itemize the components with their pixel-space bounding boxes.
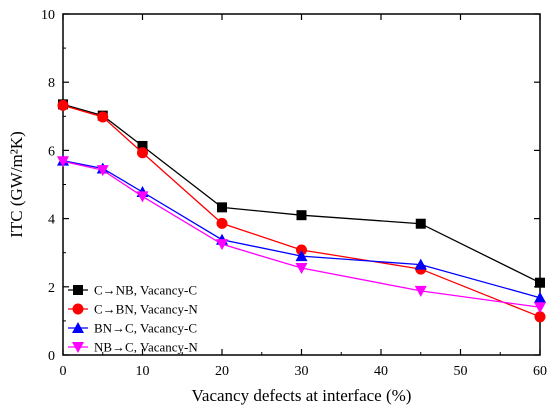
y-tick-label: 2 <box>48 281 55 296</box>
data-point <box>534 291 546 303</box>
data-point <box>415 218 426 229</box>
legend-swatch-marker <box>72 342 84 353</box>
series-3 <box>57 154 546 303</box>
x-axis-title: Vacancy defects at interface (%) <box>192 386 412 405</box>
legend-item: NB→C, Vacancy-N <box>68 340 198 355</box>
series-layer <box>57 99 546 323</box>
data-point <box>96 165 109 177</box>
x-tick-label: 60 <box>533 364 547 379</box>
data-point <box>295 250 308 262</box>
legend: C→NB, Vacancy-C C→BN, Vacancy-N BN→C, Vaca… <box>68 283 198 355</box>
data-point <box>534 302 546 314</box>
series-4 <box>57 156 546 314</box>
data-point <box>414 258 427 270</box>
data-point <box>414 285 427 297</box>
legend-item: C→NB, Vacancy-C <box>68 283 197 298</box>
y-axis-ticks: 0 2 4 6 8 10 <box>41 8 540 364</box>
y-tick-label: 10 <box>41 8 55 23</box>
legend-swatch-marker <box>72 303 84 315</box>
series-line <box>62 159 541 299</box>
y-tick-label: 4 <box>48 213 55 228</box>
x-tick-label: 50 <box>454 364 468 379</box>
legend-label: C→BN, Vacancy-N <box>94 302 198 317</box>
data-point <box>216 239 228 251</box>
x-tick-label: 20 <box>215 364 229 379</box>
legend-label: BN→C, Vacancy-C <box>94 321 197 336</box>
data-point <box>136 191 149 203</box>
y-tick-label: 6 <box>48 144 55 159</box>
data-point <box>217 202 227 213</box>
legend-swatch-marker <box>72 322 84 333</box>
x-tick-label: 40 <box>374 364 388 379</box>
data-point <box>137 140 148 151</box>
legend-item: C→BN, Vacancy-N <box>68 302 198 317</box>
y-axis-title: ITC (GW/m²K) <box>7 131 26 238</box>
legend-label: NB→C, Vacancy-N <box>94 340 198 355</box>
data-point <box>295 263 308 275</box>
x-tick-label: 10 <box>136 364 150 379</box>
data-point <box>137 147 148 159</box>
x-tick-label: 30 <box>295 364 309 379</box>
x-axis-ticks: 0 10 20 30 40 50 60 <box>60 14 547 379</box>
legend-label: C→NB, Vacancy-C <box>94 283 197 298</box>
data-point <box>57 156 69 168</box>
data-point <box>216 217 228 229</box>
data-point <box>534 311 546 323</box>
data-point <box>296 244 307 256</box>
y-tick-label: 0 <box>48 349 55 364</box>
legend-item: BN→C, Vacancy-C <box>68 321 197 336</box>
data-point <box>97 111 109 123</box>
data-point <box>535 277 545 288</box>
y-tick-label: 8 <box>48 76 55 91</box>
data-point <box>57 99 69 111</box>
data-point <box>296 210 307 221</box>
legend-swatch-marker <box>73 285 83 295</box>
x-tick-label: 0 <box>60 364 67 379</box>
